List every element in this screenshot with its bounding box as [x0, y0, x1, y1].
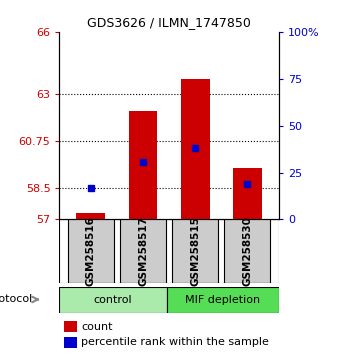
- Bar: [129, 111, 157, 219]
- Bar: [233, 169, 262, 219]
- Text: control: control: [94, 295, 132, 305]
- Bar: [76, 213, 105, 219]
- Text: GSM258517: GSM258517: [138, 216, 148, 286]
- Text: protocol: protocol: [0, 295, 33, 304]
- Text: GSM258515: GSM258515: [190, 216, 200, 286]
- Bar: [167, 287, 279, 313]
- Bar: [172, 219, 218, 283]
- Text: GSM258530: GSM258530: [242, 216, 253, 286]
- Text: GSM258516: GSM258516: [86, 216, 96, 286]
- Bar: [64, 321, 77, 332]
- Bar: [120, 219, 166, 283]
- Text: count: count: [81, 321, 113, 332]
- Bar: [181, 79, 210, 219]
- Bar: [59, 287, 167, 313]
- Bar: [224, 219, 270, 283]
- Bar: [64, 337, 77, 348]
- Title: GDS3626 / ILMN_1747850: GDS3626 / ILMN_1747850: [87, 16, 251, 29]
- Text: percentile rank within the sample: percentile rank within the sample: [81, 337, 269, 348]
- Bar: [68, 219, 114, 283]
- Text: MIF depletion: MIF depletion: [185, 295, 260, 305]
